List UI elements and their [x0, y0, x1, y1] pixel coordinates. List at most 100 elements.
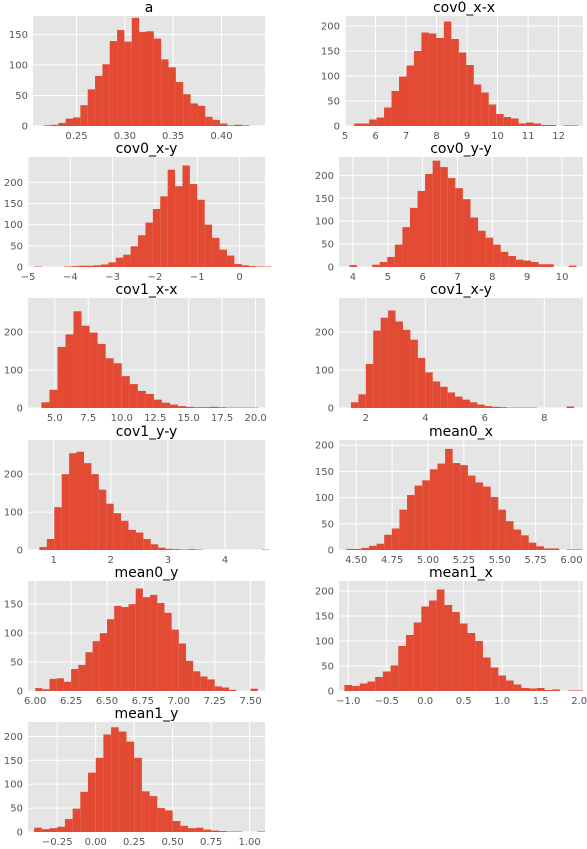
histogram-bar	[506, 680, 514, 691]
histogram-bar	[241, 125, 250, 126]
histogram-bar	[137, 390, 146, 408]
y-tick-label: 0	[17, 263, 23, 274]
panel-title: cov1_x-x	[115, 282, 177, 298]
histogram-bar	[85, 652, 93, 691]
histogram-bar	[402, 329, 411, 408]
y-tick-label: 50	[321, 240, 334, 251]
histogram-bar	[432, 381, 441, 408]
histogram-bar	[399, 76, 407, 126]
histogram-bar	[168, 67, 176, 126]
x-tick-label: 0.0	[417, 696, 433, 707]
histogram-bar	[521, 688, 530, 691]
histogram-bar	[189, 184, 198, 267]
histogram-bar	[490, 497, 499, 550]
y-tick-label: 150	[9, 30, 28, 41]
y-tick-label: 0	[334, 122, 340, 133]
histogram-bar	[106, 503, 114, 550]
histogram-bar	[390, 665, 399, 691]
x-tick-label: 8	[433, 131, 439, 142]
histogram-bar	[488, 104, 497, 126]
histogram-bar	[410, 339, 418, 408]
histogram-bar	[574, 549, 582, 550]
histogram-bar	[477, 404, 485, 408]
histogram-bar	[358, 394, 366, 408]
y-tick-label: 0	[17, 404, 23, 415]
histogram-bar	[409, 207, 418, 267]
histogram-panel-6: 1 2 3 4 0 100 200 cov1_y-y	[4, 424, 270, 566]
histogram-bar	[129, 384, 138, 408]
histogram-bar	[142, 597, 151, 691]
histogram-bar	[570, 125, 579, 126]
histogram-bar	[394, 244, 403, 267]
histogram-bar	[81, 325, 90, 408]
histogram-bar	[172, 821, 181, 832]
x-tick-label: 5.00	[417, 555, 439, 566]
histogram-bar	[99, 633, 107, 691]
x-tick-label: 6.50	[96, 696, 118, 707]
y-tick-label: 200	[4, 732, 23, 743]
panel-title: cov1_x-y	[430, 282, 492, 298]
histogram-bar	[541, 125, 549, 126]
x-tick-label: 7.00	[168, 696, 190, 707]
x-tick-label: 6.25	[60, 696, 82, 707]
histogram-bar	[475, 641, 483, 691]
panel-title: mean0_y	[115, 565, 179, 581]
histogram-bar	[78, 664, 86, 691]
y-tick-label: 200	[315, 328, 334, 339]
histogram-bar	[124, 41, 132, 126]
histogram-bar	[49, 678, 57, 691]
histogram-bar	[214, 686, 222, 691]
x-tick-label: 4	[422, 413, 428, 424]
histogram-bar	[76, 451, 84, 550]
histogram-bar	[466, 65, 474, 126]
histogram-bar	[175, 186, 183, 267]
histogram-bar	[103, 734, 112, 832]
histogram-bar	[167, 169, 176, 267]
x-tick-label: 7.5	[80, 413, 96, 424]
y-tick-label: 150	[4, 199, 23, 210]
histogram-bar	[354, 123, 362, 126]
histogram-bar	[249, 266, 257, 267]
x-tick-label: 8	[489, 272, 495, 283]
histogram-bar	[526, 122, 534, 126]
histogram-bar	[346, 548, 354, 550]
y-tick-label: 50	[10, 804, 23, 815]
histogram-bar	[114, 605, 122, 691]
histogram-bar	[73, 311, 82, 408]
histogram-bar	[117, 30, 125, 126]
x-tick-label: 1.00	[238, 837, 260, 848]
histogram-bar	[490, 667, 499, 691]
y-tick-label: 50	[321, 519, 334, 530]
histogram-bar	[402, 227, 410, 267]
histogram-bar	[515, 259, 524, 267]
histogram-bar	[203, 829, 212, 832]
histogram-bar	[149, 796, 158, 832]
histogram-bar	[80, 105, 88, 126]
histogram-bar	[443, 21, 452, 126]
histogram-bar	[460, 465, 468, 550]
x-tick-label: 6.75	[132, 696, 154, 707]
histogram-bar	[352, 686, 360, 691]
x-tick-label: 6	[372, 131, 378, 142]
histogram-bar	[382, 671, 391, 691]
histogram-bar	[349, 265, 358, 267]
histogram-bar	[493, 244, 501, 267]
histogram-bar	[138, 235, 146, 267]
histogram-bar	[134, 757, 142, 832]
histogram-bar	[157, 808, 165, 832]
histogram-bar	[200, 676, 208, 691]
histogram-bar	[190, 103, 198, 126]
y-tick-label: 50	[15, 91, 28, 102]
histogram-bar	[432, 160, 441, 267]
histogram-panel-7: 4.50 4.75 5.00 5.25 5.50 5.75 6.00 0 50 100 150 200…	[315, 424, 583, 566]
histogram-bar	[71, 669, 79, 691]
y-tick-label: 200	[4, 328, 23, 339]
histogram-bar	[388, 310, 396, 408]
histogram-bar	[473, 84, 482, 126]
histogram-bar	[186, 660, 194, 691]
histogram-bar	[193, 671, 201, 691]
x-tick-label: 6.00	[560, 555, 582, 566]
histogram-bar	[483, 486, 491, 550]
x-tick-label: 11	[522, 131, 535, 142]
histogram-bar	[528, 542, 537, 550]
